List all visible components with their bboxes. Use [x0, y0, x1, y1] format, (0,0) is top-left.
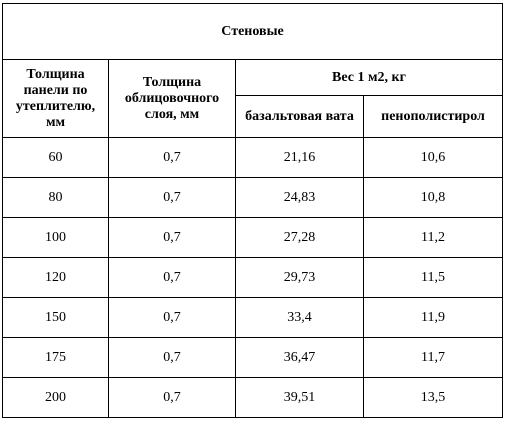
table-cell: 27,28 — [235, 217, 364, 258]
table-cell: 24,83 — [235, 177, 364, 218]
table-cell: 0,7 — [108, 137, 236, 178]
header-cell: базальтовая вата — [235, 95, 364, 138]
table-cell: 60 — [2, 137, 109, 178]
table-row: 60 0,7 21,16 10,6 — [2, 137, 504, 178]
header-cell: Толщина облицовочного слоя, мм — [108, 59, 236, 138]
table-cell: 80 — [2, 177, 109, 218]
table-cell: 0,7 — [108, 377, 236, 418]
table-cell: 120 — [2, 257, 109, 298]
table-cell: 29,73 — [235, 257, 364, 298]
table-cell: 36,47 — [235, 337, 364, 378]
table-cell: 10,8 — [362, 177, 504, 218]
table-cell: 0,7 — [108, 297, 236, 338]
table-cell: 0,7 — [108, 337, 236, 378]
table-row: 80 0,7 24,83 10,8 — [2, 177, 504, 218]
table-cell: 150 — [2, 297, 109, 338]
table-cell: 39,51 — [235, 377, 364, 418]
table-cell: 200 — [2, 377, 109, 418]
header-cell: Вес 1 м2, кг — [234, 59, 504, 96]
table-cell: 33,4 — [235, 297, 364, 338]
table-cell: 0,7 — [108, 257, 236, 298]
table-cell: 0,7 — [108, 177, 236, 218]
table-cell: 13,5 — [362, 377, 504, 418]
table-cell: 11,2 — [362, 217, 504, 258]
table-row: 120 0,7 29,73 11,5 — [2, 257, 504, 298]
table-cell: 100 — [2, 217, 109, 258]
data-table: Стеновые Толщина панели по утеплителю, м… — [1, 3, 504, 418]
table-cell: 11,5 — [362, 257, 504, 298]
table-row: 200 0,7 39,51 13,5 — [2, 377, 504, 418]
table-cell: 11,9 — [362, 297, 504, 338]
table-row: 100 0,7 27,28 11,2 — [2, 217, 504, 258]
table-cell: 21,16 — [235, 137, 364, 178]
table-row: 175 0,7 36,47 11,7 — [2, 337, 504, 378]
table-row: 150 0,7 33,4 11,9 — [2, 297, 504, 338]
table-cell: 11,7 — [362, 337, 504, 378]
header-cell: пенополистирол — [362, 95, 504, 138]
table-title: Стеновые — [1, 3, 504, 60]
table-cell: 10,6 — [362, 137, 504, 178]
table-cell: 0,7 — [108, 217, 236, 258]
header-cell: Толщина панели по утеплителю, мм — [2, 59, 109, 138]
table-cell: 175 — [2, 337, 109, 378]
